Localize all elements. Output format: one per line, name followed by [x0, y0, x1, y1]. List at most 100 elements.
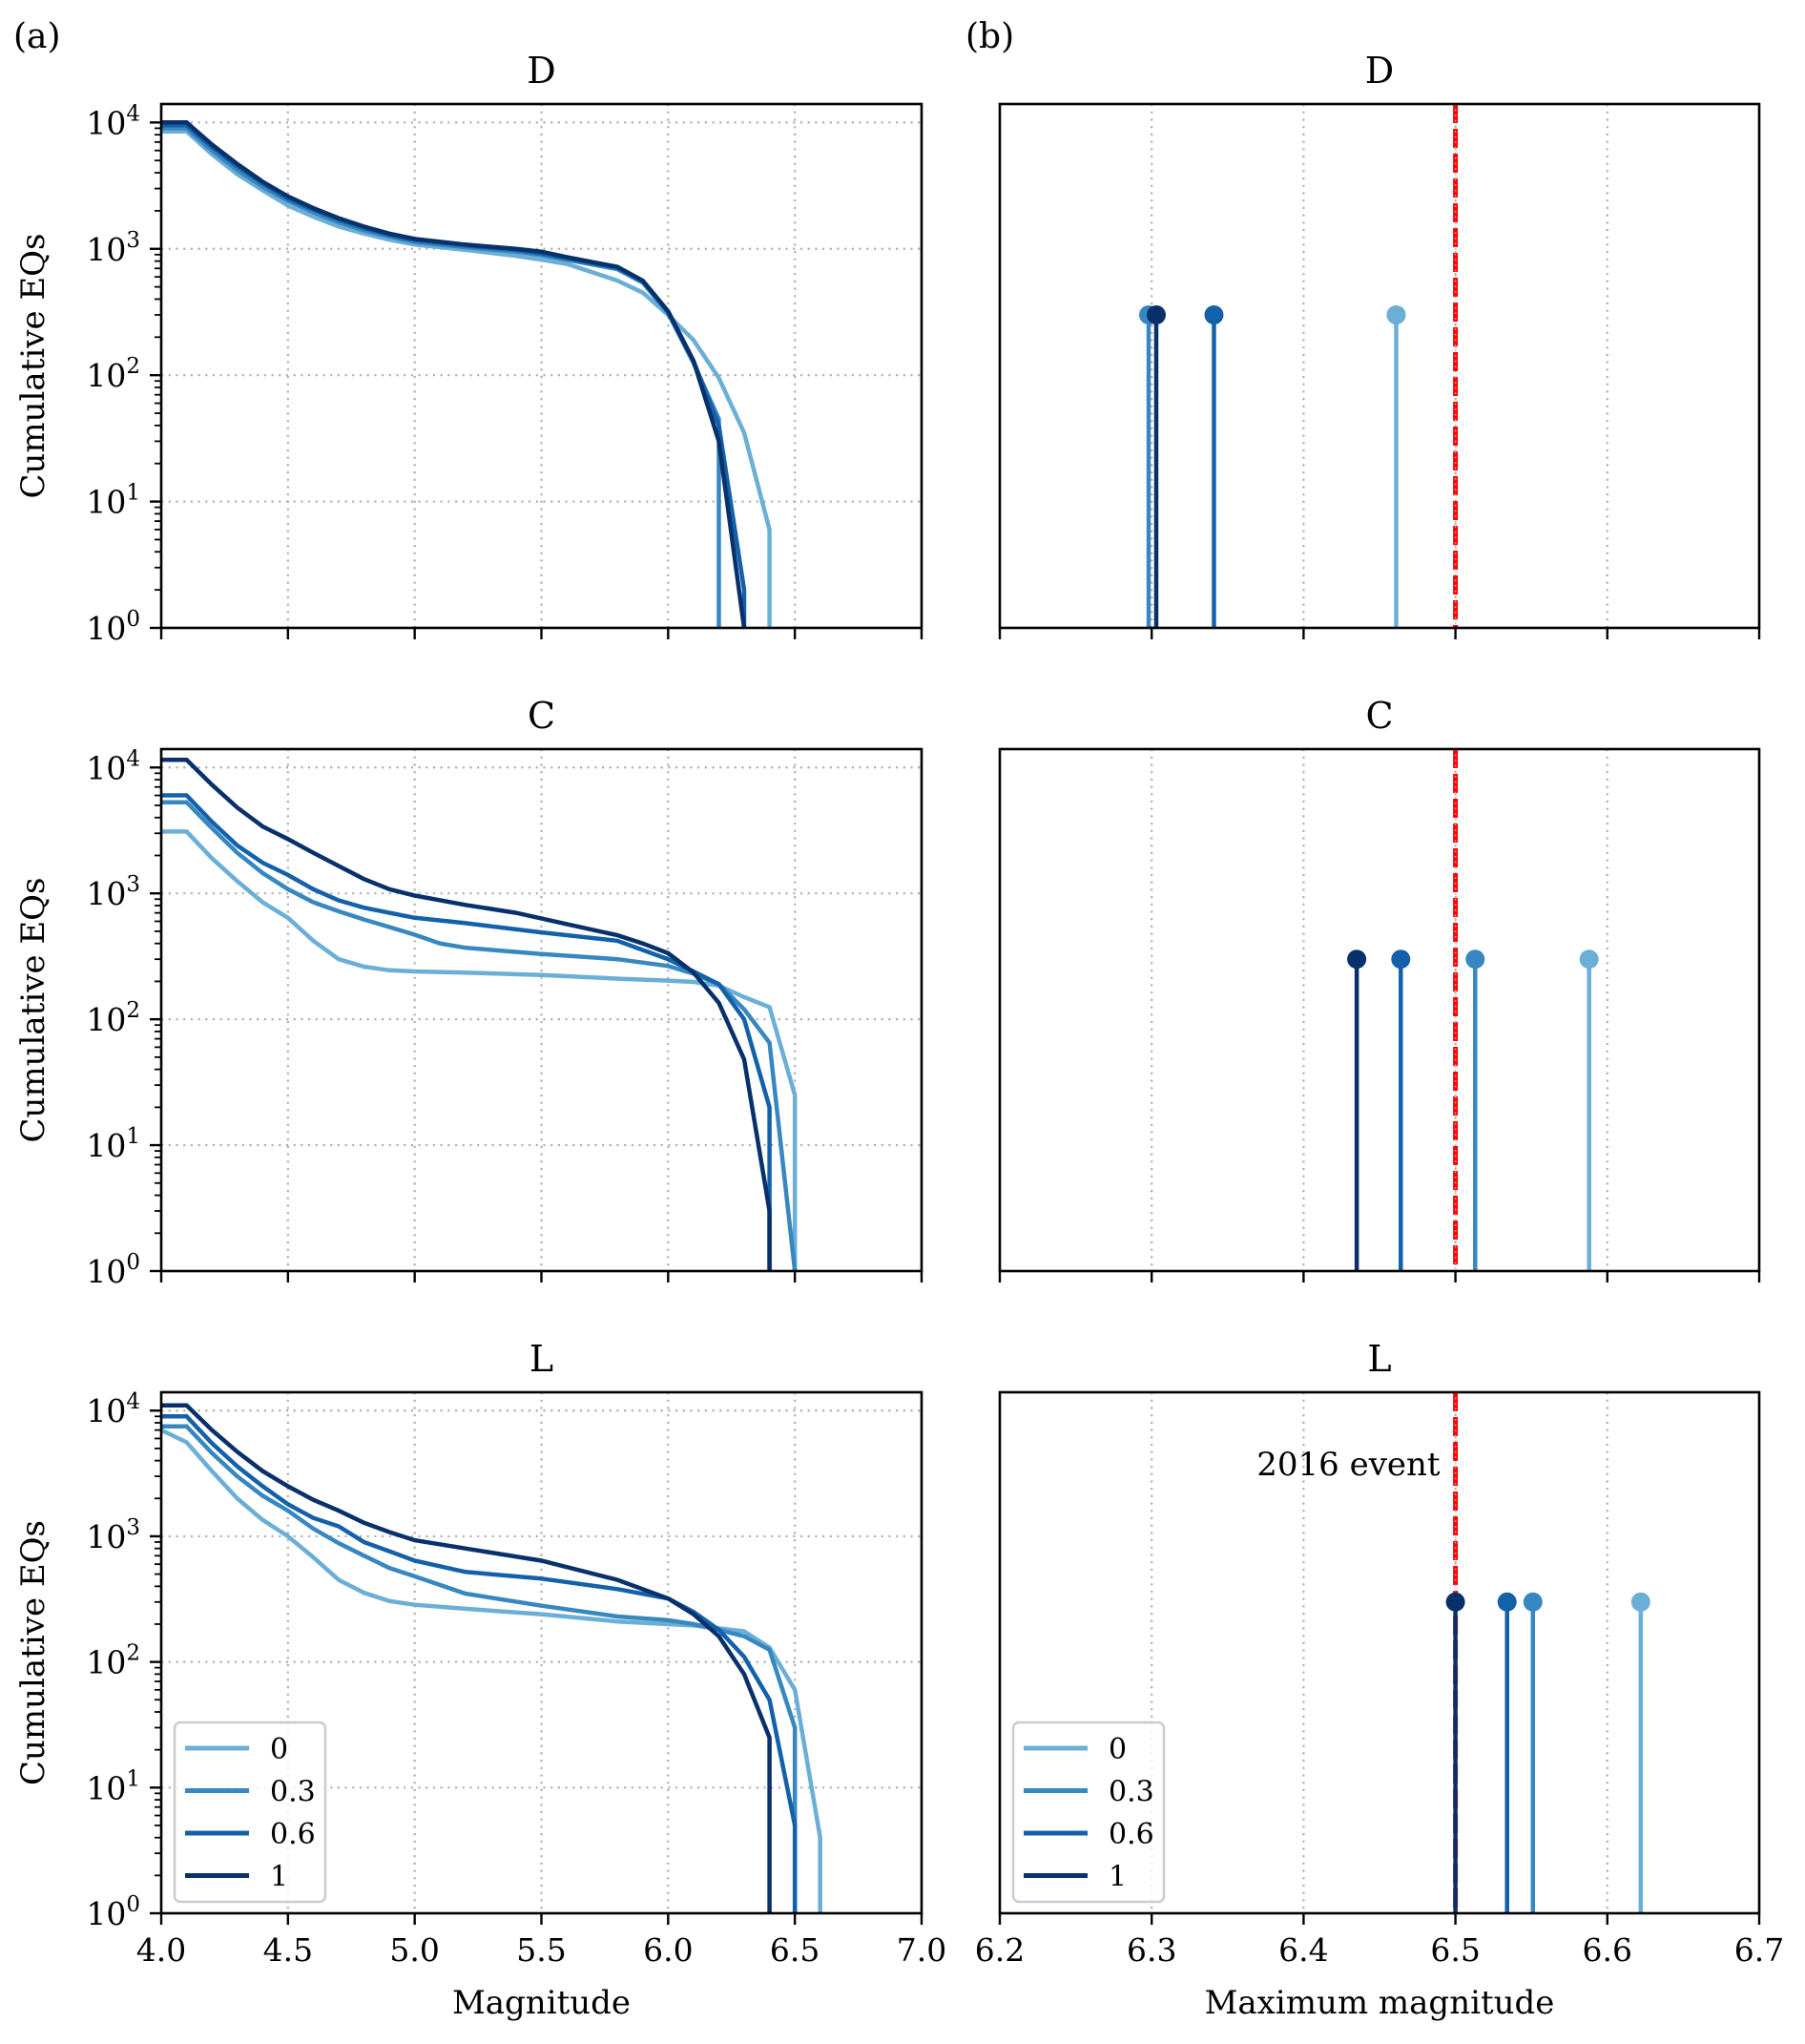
panel-title: L — [529, 1338, 553, 1380]
y-tick-label: 100 — [86, 1892, 140, 1932]
series-line-1 — [161, 1403, 772, 1913]
y-tick-label: 101 — [86, 481, 140, 521]
stem-marker-0 — [1386, 304, 1406, 324]
y-axis: 100 101 102 103 104 — [86, 1389, 161, 1932]
stem-marker-1 — [1347, 949, 1367, 970]
panel-a-L: L 100 101 102 103 104 Cumulative EQs 4.0 4.5 5.0 5… — [14, 1338, 946, 2022]
panel-title: D — [1365, 50, 1394, 92]
axes-frame — [159, 747, 923, 1273]
x-axis-label: Maximum magnitude — [1205, 1984, 1555, 2022]
x-tick-label: 6.4 — [1278, 1931, 1328, 1969]
legend-box — [1011, 1721, 1166, 1904]
axes-frame — [998, 102, 1761, 630]
y-tick-label: 102 — [86, 354, 140, 394]
x-tick-label: 6.5 — [1430, 1931, 1480, 1969]
y-axis-label: Cumulative EQs — [14, 877, 52, 1142]
legend-label: 0 — [1109, 1733, 1127, 1766]
gridlines — [161, 749, 922, 1271]
plot-area — [161, 1403, 822, 1913]
x-axis: 6.2 6.3 6.4 6.5 6.6 6.7 — [975, 1913, 1784, 1969]
panel-title: C — [1365, 695, 1393, 737]
x-axis: 4.0 4.5 5.0 5.5 6.0 6.5 7.0 — [136, 1913, 946, 1969]
series-line-0_3 — [161, 800, 798, 1271]
plot-area — [1445, 1392, 1650, 1913]
y-tick-label: 100 — [86, 1250, 140, 1290]
stem-marker-0_6 — [1391, 949, 1411, 970]
panel-b-D: D — [998, 50, 1761, 639]
x-axis — [159, 628, 923, 639]
panel-b-C: C — [998, 695, 1761, 1283]
y-tick-label: 103 — [86, 872, 140, 912]
panel-title: L — [1367, 1338, 1391, 1380]
y-tick-label: 104 — [86, 1389, 140, 1429]
stem-marker-0 — [1630, 1592, 1650, 1612]
x-tick-label: 6.7 — [1734, 1931, 1784, 1969]
x-tick-label: 4.5 — [263, 1931, 313, 1969]
panel-label-b: (b) — [965, 17, 1014, 56]
series-line-1 — [161, 758, 772, 1271]
stem-marker-0_6 — [1204, 304, 1224, 324]
x-tick-label: 6.3 — [1127, 1931, 1176, 1969]
gridlines — [161, 104, 922, 628]
x-axis — [998, 628, 1761, 639]
x-tick-label: 5.0 — [389, 1931, 439, 1969]
axes-frame — [998, 1390, 1761, 1915]
series-line-0_3 — [161, 1424, 798, 1913]
legend-label: 0.6 — [270, 1818, 316, 1851]
y-tick-label: 103 — [86, 1515, 140, 1555]
x-tick-label: 4.0 — [136, 1931, 186, 1969]
legend-label: 1 — [1109, 1861, 1127, 1894]
stem-marker-0 — [1579, 949, 1599, 970]
plot-area — [1347, 749, 1599, 1271]
x-axis — [998, 1271, 1761, 1283]
plot-area — [1139, 104, 1459, 628]
legend-label: 0.3 — [270, 1776, 316, 1809]
legend-label: 0 — [270, 1733, 288, 1766]
y-axis-label: Cumulative EQs — [14, 233, 52, 498]
series-line-0 — [161, 829, 798, 1271]
stem-marker-0_3 — [1465, 949, 1485, 970]
panel-b-L: L 6.2 6.3 6.4 6.5 6.6 6.7 Maximum magnitude 2016… — [975, 1338, 1784, 2022]
series-line-0 — [161, 1428, 822, 1913]
series-line-0_6 — [161, 793, 772, 1271]
stem-marker-1 — [1146, 304, 1166, 324]
y-tick-label: 101 — [86, 1766, 140, 1806]
y-axis: 100 101 102 103 104 — [86, 746, 161, 1290]
y-tick-label: 101 — [86, 1124, 140, 1164]
series-line-0_3 — [161, 126, 721, 628]
x-axis-label: Magnitude — [452, 1984, 631, 2022]
x-tick-label: 6.0 — [643, 1931, 693, 1969]
x-axis — [159, 1271, 923, 1283]
series-line-1 — [161, 120, 747, 628]
panel-a-D: D 100 101 102 103 104 Cumulative EQs — [14, 50, 923, 647]
plot-area — [161, 758, 798, 1271]
stem-marker-1 — [1445, 1592, 1465, 1612]
y-axis-label: Cumulative EQs — [14, 1520, 52, 1785]
series-line-0_6 — [161, 123, 747, 628]
stem-marker-0_6 — [1497, 1592, 1517, 1612]
gridlines — [1151, 104, 1608, 628]
plot-area — [161, 120, 772, 628]
series-line-0_6 — [161, 1414, 798, 1913]
x-tick-label: 6.6 — [1583, 1931, 1632, 1969]
legend: 0 0.3 0.6 1 — [173, 1721, 327, 1904]
y-tick-label: 103 — [86, 228, 140, 268]
legend: 0 0.3 0.6 1 — [1011, 1721, 1166, 1904]
legend-label: 0.6 — [1109, 1818, 1154, 1851]
gridlines — [1151, 749, 1608, 1271]
axes-frame — [159, 102, 923, 630]
axes-frame — [159, 1390, 923, 1915]
series-line-0 — [161, 129, 772, 628]
y-tick-label: 100 — [86, 607, 140, 647]
panel-label-a: (a) — [13, 17, 61, 56]
legend-label: 0.3 — [1109, 1776, 1154, 1809]
y-tick-label: 104 — [86, 101, 140, 141]
x-tick-label: 5.5 — [516, 1931, 566, 1969]
y-tick-label: 102 — [86, 1641, 140, 1681]
y-axis: 100 101 102 103 104 — [86, 101, 161, 647]
legend-label: 1 — [270, 1861, 288, 1894]
legend-box — [173, 1721, 327, 1904]
x-tick-label: 6.5 — [770, 1931, 820, 1969]
event-annotation: 2016 event — [1256, 1446, 1441, 1484]
